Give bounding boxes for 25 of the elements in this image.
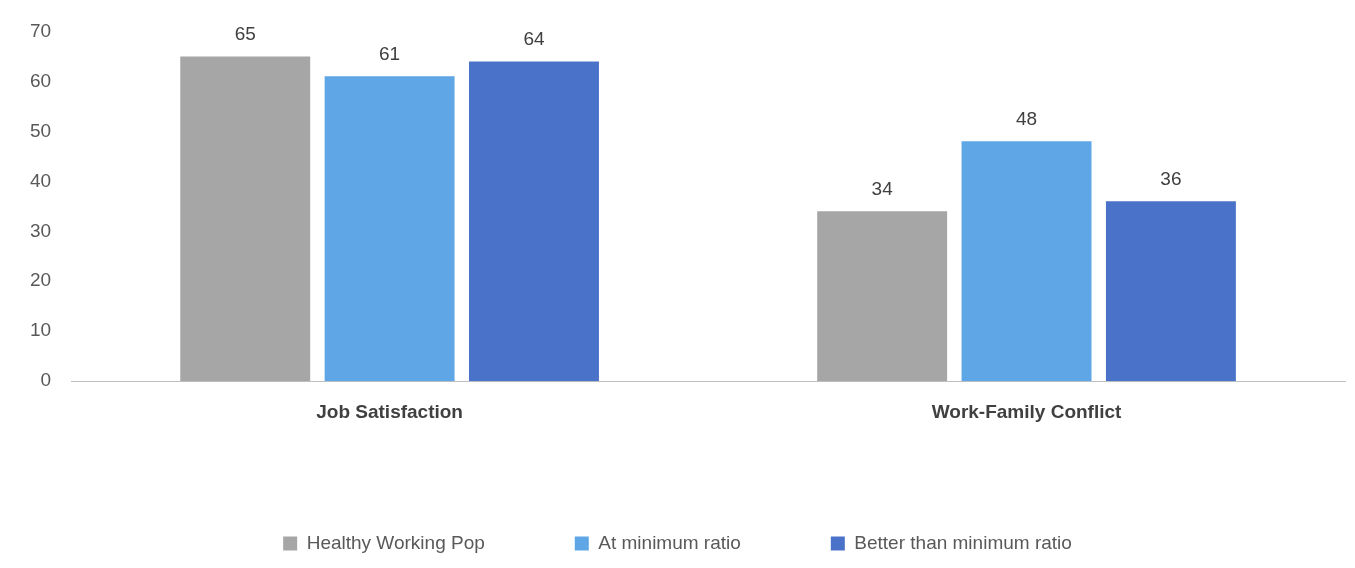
data-label: 65 — [234, 23, 256, 45]
bar — [324, 76, 455, 382]
bar — [961, 141, 1092, 382]
y-tick-label: 10 — [29, 319, 52, 341]
legend-label: Healthy Working Pop — [306, 531, 485, 553]
bar — [1105, 201, 1236, 382]
bar — [180, 56, 311, 382]
data-label: 36 — [1160, 168, 1182, 190]
legend-label: Better than minimum ratio — [854, 531, 1072, 553]
y-tick-label: 60 — [29, 69, 52, 91]
x-tick-label: Work-Family Conflict — [931, 400, 1123, 422]
y-tick-label: 30 — [29, 219, 52, 241]
y-tick-label: 50 — [29, 119, 52, 141]
x-tick-label: Job Satisfaction — [316, 400, 463, 422]
legend-label: At minimum ratio — [598, 531, 741, 553]
bar — [469, 61, 599, 382]
data-label: 61 — [379, 43, 401, 65]
y-tick-label: 20 — [29, 269, 52, 291]
bar — [817, 211, 948, 382]
data-label: 48 — [1015, 108, 1038, 130]
data-label: 34 — [871, 178, 894, 200]
y-tick-label: 0 — [40, 369, 52, 391]
y-tick-label: 70 — [29, 19, 52, 41]
y-tick-label: 40 — [29, 169, 52, 191]
data-label: 64 — [523, 28, 545, 50]
